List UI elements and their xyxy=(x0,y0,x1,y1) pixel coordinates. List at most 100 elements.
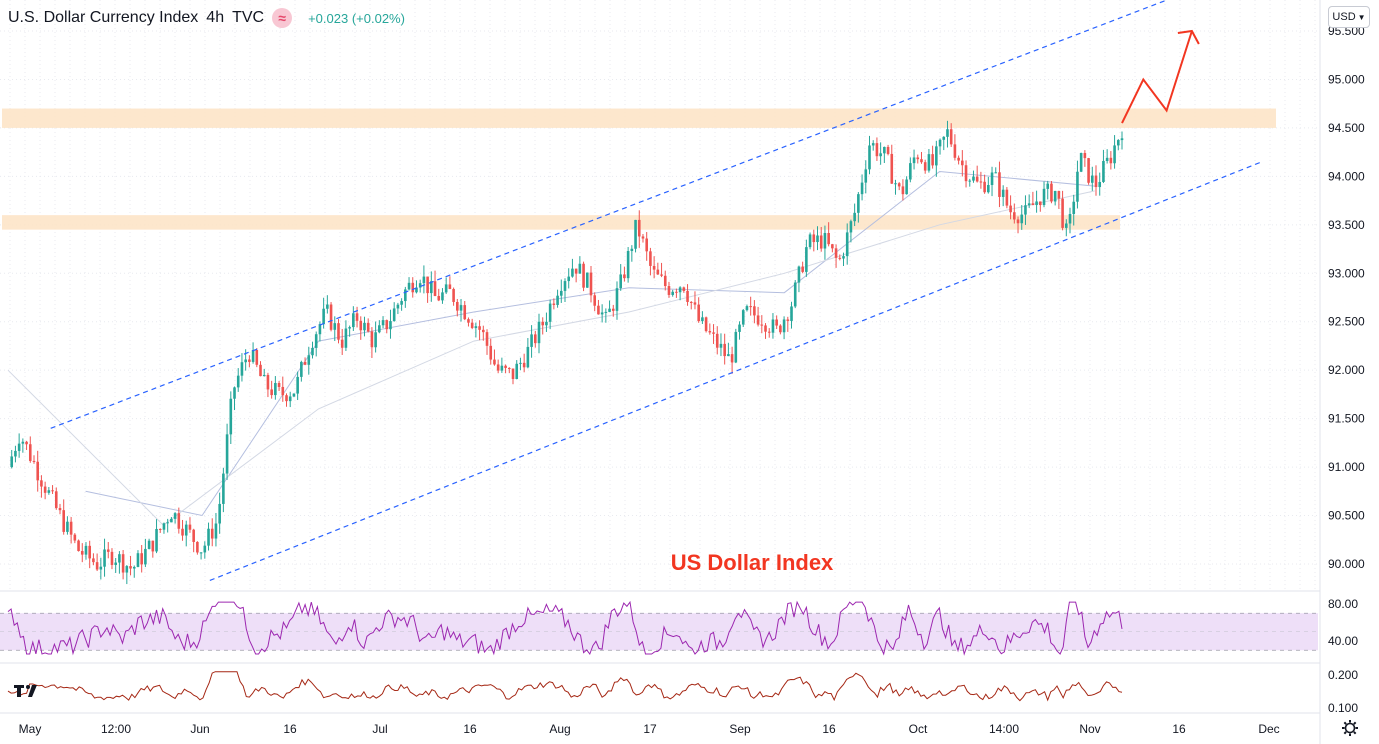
time-tick-label: Dec xyxy=(1258,722,1279,736)
candle-body xyxy=(600,312,604,315)
candle-body xyxy=(199,552,203,554)
candles xyxy=(10,120,1124,585)
candle-body xyxy=(333,323,337,330)
candle-body xyxy=(225,434,229,474)
candle-body xyxy=(463,305,467,320)
interval-label[interactable]: 4h xyxy=(206,9,225,26)
price-tick-label: 90.500 xyxy=(1328,509,1365,523)
candle-body xyxy=(526,346,530,368)
candle-body xyxy=(1120,138,1124,141)
candle-body xyxy=(28,444,32,461)
candle-body xyxy=(552,303,556,305)
candle-body xyxy=(444,284,448,293)
symbol-title[interactable]: U.S. Dollar Currency Index xyxy=(8,9,199,26)
candle-body xyxy=(983,181,986,193)
candle-body xyxy=(1079,152,1083,172)
arrow-head xyxy=(1177,29,1200,45)
candle-body xyxy=(470,322,474,328)
candle-body xyxy=(1094,175,1098,188)
candle-body xyxy=(485,332,489,346)
candle-body xyxy=(589,272,593,296)
candle-body xyxy=(522,362,526,368)
candle-body xyxy=(184,524,188,536)
candle-body xyxy=(961,160,964,166)
candle-body xyxy=(719,343,723,348)
candle-body xyxy=(994,172,998,174)
price-tick-label: 93.000 xyxy=(1328,266,1365,280)
time-tick-label: 17 xyxy=(643,722,657,736)
candle-body xyxy=(493,359,496,365)
candle-body xyxy=(500,365,504,371)
candle-body xyxy=(519,362,522,364)
candle-body xyxy=(920,159,923,163)
candle-body xyxy=(43,486,47,493)
candle-body xyxy=(585,272,589,288)
candle-body xyxy=(404,289,407,302)
candle-body xyxy=(25,441,28,445)
wave-icon[interactable]: ≈ xyxy=(272,8,293,28)
candle-body xyxy=(1031,203,1035,206)
candle-body xyxy=(411,282,415,293)
candle-body xyxy=(819,235,823,249)
candle-body xyxy=(251,350,255,362)
candle-body xyxy=(1090,175,1094,183)
candle-body xyxy=(203,545,207,553)
candle-body xyxy=(1065,223,1068,228)
price-tick-label: 91.000 xyxy=(1328,460,1365,474)
candle-body xyxy=(433,281,437,296)
candle-body xyxy=(259,364,262,377)
candle-body xyxy=(779,325,782,333)
projection-path xyxy=(1121,30,1193,124)
candle-body xyxy=(998,172,1001,197)
candle-body xyxy=(860,182,864,195)
candle-body xyxy=(162,523,166,530)
candle-body xyxy=(608,308,611,312)
candle-body xyxy=(1035,201,1038,206)
candle-body xyxy=(790,306,793,321)
candle-body xyxy=(207,528,210,546)
candle-body xyxy=(255,350,259,365)
gear-icon[interactable] xyxy=(1342,720,1358,736)
candle-body xyxy=(515,363,519,379)
candle-body xyxy=(853,212,856,222)
candle-body xyxy=(262,374,266,377)
candle-body xyxy=(637,219,641,237)
chevron-down-icon: ▼ xyxy=(1357,12,1366,22)
candle-body xyxy=(990,172,994,186)
candle-body xyxy=(192,529,195,542)
candle-body xyxy=(1072,201,1076,214)
candle-body xyxy=(396,304,400,309)
candle-body xyxy=(329,304,333,330)
candle-body xyxy=(879,153,882,157)
candle-body xyxy=(426,276,429,294)
chart-header: U.S. Dollar Currency Index 4h TVC ≈ +0.0… xyxy=(8,8,405,28)
candle-body xyxy=(741,310,745,325)
time-tick-label: 16 xyxy=(283,722,297,736)
currency-dropdown[interactable]: USD ▼ xyxy=(1328,6,1370,28)
rsi-line xyxy=(7,600,1123,656)
source-label: TVC xyxy=(232,9,265,26)
price-tick-label: 94.500 xyxy=(1328,121,1365,135)
candle-body xyxy=(248,359,251,362)
candle-body xyxy=(73,534,77,541)
candle-body xyxy=(949,129,953,145)
price-tick-label: 94.000 xyxy=(1328,169,1365,183)
candle-body xyxy=(508,367,511,369)
candle-body xyxy=(1039,201,1042,206)
candle-body xyxy=(842,256,845,259)
candle-body xyxy=(641,236,645,239)
candle-body xyxy=(236,375,240,388)
candle-body xyxy=(51,490,54,492)
candle-body xyxy=(307,355,311,365)
candle-body xyxy=(478,326,481,330)
candle-body xyxy=(110,551,114,565)
candle-body xyxy=(927,154,931,171)
candle-body xyxy=(99,566,103,570)
candle-body xyxy=(864,169,868,183)
candle-body xyxy=(482,329,485,333)
candle-body xyxy=(118,554,121,563)
channel-upper-line xyxy=(50,0,1169,429)
candle-body xyxy=(827,233,830,245)
candle-body xyxy=(400,301,403,305)
